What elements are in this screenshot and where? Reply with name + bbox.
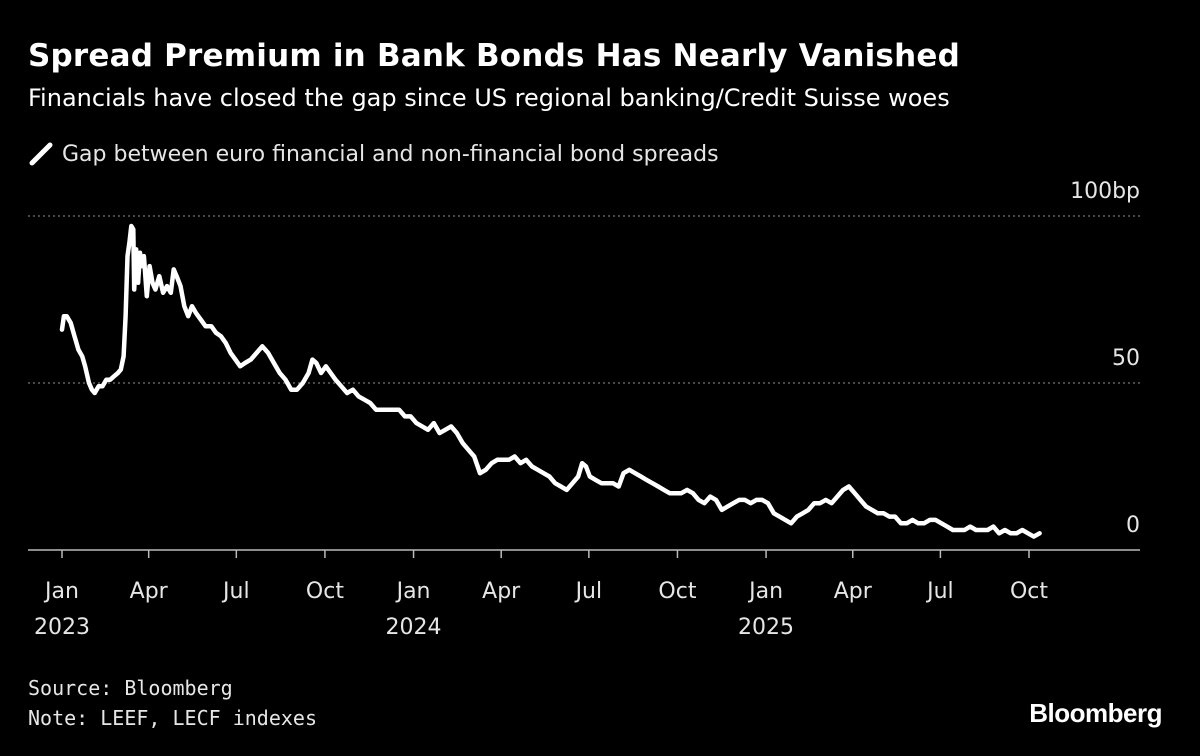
legend-line-swatch-icon [29, 142, 53, 166]
x-tick-label: Apr [834, 579, 873, 604]
chart-title: Spread Premium in Bank Bonds Has Nearly … [28, 38, 960, 74]
x-tick-year-label: 2023 [34, 615, 90, 640]
x-tick-label: Jul [221, 579, 250, 604]
x-tick-label: Jul [574, 579, 603, 604]
x-tick-year-label: 2025 [738, 615, 794, 640]
x-tick-label: Jan [43, 579, 79, 604]
x-tick-label: Apr [130, 579, 169, 604]
x-tick-label: Jan [747, 579, 783, 604]
x-tick-label: Apr [482, 579, 521, 604]
y-tick-label: 100bp [1070, 179, 1140, 204]
x-tick-label: Oct [1010, 579, 1048, 604]
x-tick-label: Oct [306, 579, 344, 604]
series-line-0 [59, 223, 1042, 539]
x-tick-label: Jul [925, 579, 954, 604]
footnote: Note: LEEF, LECF indexes [28, 706, 317, 730]
x-tick-label: Oct [658, 579, 696, 604]
x-tick-year-label: 2024 [386, 615, 442, 640]
legend: Gap between euro financial and non-finan… [28, 138, 719, 170]
source-note: Source: Bloomberg [28, 676, 233, 700]
chart-subtitle: Financials have closed the gap since US … [28, 84, 950, 112]
x-tick-label: Jan [395, 579, 431, 604]
y-tick-label: 0 [1126, 513, 1140, 538]
y-tick-label: 50 [1112, 346, 1140, 371]
bloomberg-logo: Bloomberg [1029, 698, 1162, 728]
legend-label: Gap between euro financial and non-finan… [62, 141, 719, 167]
